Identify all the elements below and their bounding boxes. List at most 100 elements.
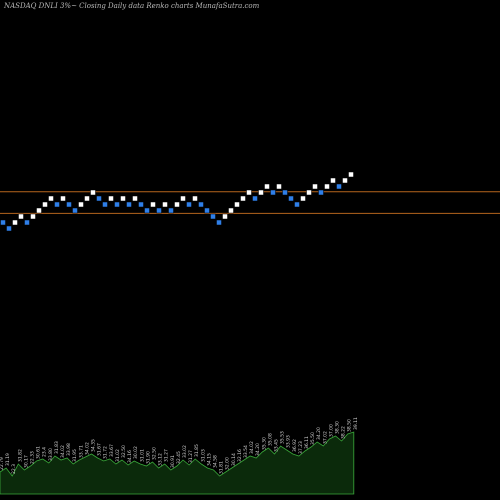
price-label-6: 30.61 (36, 446, 42, 459)
brick-11 (66, 201, 72, 208)
brick-55 (330, 177, 336, 184)
price-label-26: 33.12 (158, 453, 164, 466)
price-label-57: 38.50 (347, 419, 353, 432)
brick-23 (138, 201, 144, 208)
price-label-49: 37.23 (298, 441, 304, 454)
price-label-39: 32.16 (237, 449, 243, 462)
brick-27 (162, 201, 168, 208)
price-label-47: 33.93 (286, 435, 292, 448)
brick-5 (30, 213, 36, 220)
brick-36 (216, 219, 222, 226)
price-label-22: 30.02 (133, 446, 139, 459)
price-label-28: 30.91 (170, 455, 176, 468)
price-label-14: 34.02 (84, 442, 90, 455)
price-label-40: 33.54 (243, 445, 249, 458)
price-label-53: 37.02 (322, 431, 328, 444)
brick-35 (210, 213, 216, 220)
price-label-46: 35.53 (280, 431, 286, 444)
price-label-41: 34.02 (249, 441, 255, 454)
brick-45 (270, 189, 276, 196)
brick-24 (144, 207, 150, 214)
brick-49 (294, 201, 300, 208)
brick-3 (18, 213, 24, 220)
price-label-30: 33.02 (182, 445, 188, 458)
brick-6 (36, 207, 42, 214)
price-label-7: 23.4 (42, 447, 48, 457)
price-label-37: 32.00 (225, 457, 231, 470)
price-label-13: 33.71 (78, 445, 84, 458)
brick-34 (204, 207, 210, 214)
price-label-16: 31.67 (97, 443, 103, 456)
price-label-12: 31.95 (72, 449, 78, 462)
brick-7 (42, 201, 48, 208)
brick-12 (72, 207, 78, 214)
brick-40 (240, 195, 246, 202)
price-label-43: 35.30 (261, 437, 267, 450)
brick-58 (348, 171, 354, 178)
price-label-50: 36.11 (304, 436, 310, 449)
price-label-20: 32.50 (121, 445, 127, 458)
brick-39 (234, 201, 240, 208)
brick-30 (180, 195, 186, 202)
brick-8 (48, 195, 54, 202)
price-label-35: 34.58 (213, 455, 219, 468)
price-label-23: 31.01 (139, 449, 145, 462)
brick-32 (192, 195, 198, 202)
brick-10 (60, 195, 66, 202)
price-label-11: 33.98 (66, 443, 72, 456)
price-label-33: 31.03 (200, 449, 206, 462)
renko-bricks (0, 171, 354, 232)
brick-37 (222, 213, 228, 220)
brick-17 (102, 201, 108, 208)
price-label-18: 33.67 (109, 444, 115, 457)
brick-22 (132, 195, 138, 202)
brick-26 (156, 207, 162, 214)
price-label-44: 35.08 (267, 433, 273, 446)
price-label-36: 31.81 (219, 461, 225, 474)
price-label-42: 34.20 (255, 443, 261, 456)
brick-50 (300, 195, 306, 202)
volume-panel (0, 431, 355, 495)
price-label-31: 31.27 (188, 450, 194, 463)
brick-19 (114, 201, 120, 208)
price-label-4: 30.17 (23, 455, 29, 468)
brick-42 (252, 195, 258, 202)
price-label-15: 34.35 (91, 439, 97, 452)
price-label-17: 31.72 (103, 446, 109, 459)
price-label-5: 22.33 (30, 451, 36, 464)
brick-48 (288, 195, 294, 202)
price-label-38: 30.14 (231, 453, 237, 466)
brick-2 (12, 219, 18, 226)
price-label-1: 31.19 (5, 453, 11, 466)
price-label-32: 31.85 (194, 444, 200, 457)
brick-16 (96, 195, 102, 202)
brick-14 (84, 195, 90, 202)
price-label-19: 31.02 (115, 449, 121, 462)
price-label-0: 22.79 (0, 457, 5, 470)
brick-53 (318, 189, 324, 196)
brick-0 (0, 219, 6, 226)
price-label-8: 33.80 (48, 448, 54, 461)
chart-title: NASDAQ DNLI 3%~ Closing Daily data Renko… (4, 2, 260, 10)
price-label-34: 34.15 (206, 453, 212, 466)
brick-43 (258, 189, 264, 196)
price-label-58: 39.11 (353, 417, 359, 430)
brick-46 (276, 183, 282, 190)
brick-9 (54, 201, 60, 208)
price-label-52: 34.20 (316, 427, 322, 440)
volume-area (0, 431, 355, 495)
price-label-27: 31.27 (164, 449, 170, 462)
brick-33 (198, 201, 204, 208)
price-label-24: 31.90 (145, 451, 151, 464)
brick-56 (336, 183, 342, 190)
price-label-2: 22.3 (11, 464, 17, 474)
price-label-21: 34.16 (127, 450, 133, 463)
price-label-54: 37.00 (328, 424, 334, 437)
price-label-3: 31.82 (17, 449, 23, 462)
brick-51 (306, 189, 312, 196)
brick-28 (168, 207, 174, 214)
brick-41 (246, 189, 252, 196)
brick-57 (342, 177, 348, 184)
brick-4 (24, 219, 30, 226)
